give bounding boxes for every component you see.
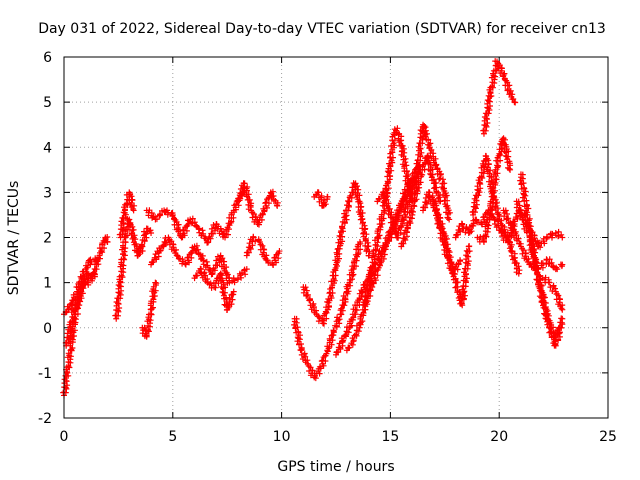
series-trace-25: [480, 58, 519, 137]
series-trace-24: [474, 135, 514, 246]
series-marker-trail: [313, 189, 331, 209]
series-marker-trail: [517, 171, 563, 341]
series-marker-trail: [291, 240, 364, 382]
series-trace-13: [300, 180, 373, 327]
series-marker-trail: [235, 180, 281, 228]
series-marker-trail: [148, 235, 249, 287]
y-tick-label: 2: [43, 231, 52, 247]
series-trace-8: [148, 234, 250, 287]
series-trace-7: [143, 189, 246, 246]
y-tick-label: 4: [43, 140, 52, 156]
series-marker-trail: [116, 190, 138, 238]
series-marker-trail: [112, 216, 154, 319]
series-marker-trail: [192, 265, 237, 313]
series-marker-trail: [375, 123, 453, 241]
y-tick-label: 1: [43, 276, 52, 292]
data-series: [60, 58, 566, 399]
series-trace-10: [235, 180, 281, 228]
y-tick-label: 5: [43, 95, 52, 111]
x-tick-label: 5: [168, 429, 177, 445]
y-tick-label: 6: [43, 50, 52, 66]
y-tick-label: 0: [43, 321, 52, 337]
x-tick-label: 0: [60, 429, 69, 445]
series-trace-12: [291, 239, 364, 382]
series-marker-trail: [398, 154, 443, 247]
series-marker-trail: [480, 58, 519, 134]
series-marker-trail: [430, 198, 464, 278]
series-trace-14: [311, 189, 331, 209]
series-marker-trail: [541, 274, 566, 312]
series-marker-trail: [345, 161, 423, 352]
plot-frame: [63, 56, 609, 419]
series-trace-18: [374, 121, 453, 241]
series-trace-11: [243, 233, 283, 268]
chart-title: Day 031 of 2022, Sidereal Day-to-day VTE…: [38, 21, 606, 37]
series-trace-9: [191, 265, 237, 313]
series-marker-trail: [243, 233, 282, 268]
series-marker-trail: [139, 280, 160, 340]
series-trace-5: [116, 189, 138, 241]
series-trace-6: [139, 279, 160, 340]
x-tick-label: 25: [599, 429, 617, 445]
series-trace-4: [112, 216, 155, 322]
x-tick-label: 15: [381, 429, 399, 445]
series-trace-30: [539, 274, 566, 313]
y-axis-label: SDTVAR / TECUs: [6, 181, 22, 296]
axis-ticks: 0 5 10 15 20 25 -2 -1 0 1 2 3 4 5 6: [38, 50, 617, 445]
series-marker-trail: [476, 136, 514, 245]
series-trace-29: [517, 171, 564, 341]
y-tick-label: 3: [43, 185, 52, 201]
series-marker-trail: [62, 272, 98, 346]
x-axis-label: GPS time / hours: [277, 459, 394, 475]
y-tick-label: -1: [38, 366, 52, 382]
series-trace-21: [430, 198, 464, 278]
y-tick-label: -2: [38, 411, 52, 427]
series-trace-19: [398, 153, 444, 250]
series-trace-3: [62, 270, 98, 349]
x-tick-label: 20: [490, 429, 508, 445]
data-point: [559, 234, 566, 241]
x-tick-label: 10: [273, 429, 291, 445]
series-marker-trail: [300, 180, 373, 327]
series-marker-trail: [145, 189, 246, 246]
